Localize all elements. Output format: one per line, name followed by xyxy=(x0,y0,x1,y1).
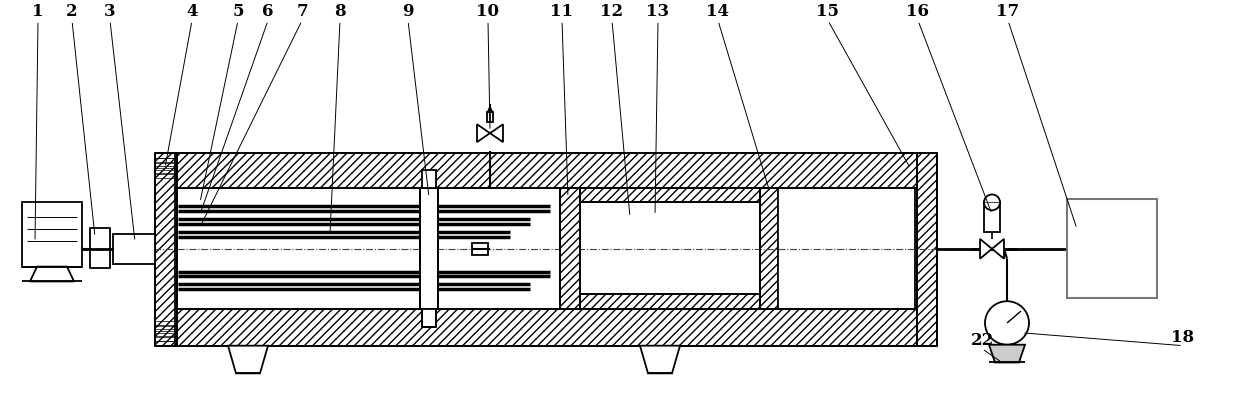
Polygon shape xyxy=(30,267,74,282)
Bar xyxy=(760,187,777,309)
Bar xyxy=(985,202,999,232)
Bar xyxy=(918,153,937,346)
Bar xyxy=(22,202,82,267)
Bar xyxy=(155,153,177,346)
Text: 8: 8 xyxy=(335,4,346,21)
Circle shape xyxy=(985,194,999,210)
Text: 12: 12 xyxy=(600,4,624,21)
Polygon shape xyxy=(992,239,1004,259)
Bar xyxy=(113,234,155,264)
Text: 22: 22 xyxy=(971,332,993,349)
Polygon shape xyxy=(477,124,490,142)
Text: 9: 9 xyxy=(402,4,414,21)
Bar xyxy=(420,187,438,309)
Polygon shape xyxy=(640,346,680,373)
Bar xyxy=(175,153,918,187)
Text: 5: 5 xyxy=(232,4,244,21)
Text: 15: 15 xyxy=(816,4,839,21)
Bar xyxy=(175,309,918,346)
Bar xyxy=(472,243,489,255)
Text: 3: 3 xyxy=(104,4,115,21)
Bar xyxy=(175,187,918,309)
Text: 17: 17 xyxy=(997,4,1019,21)
Bar xyxy=(560,187,580,309)
Text: 4: 4 xyxy=(186,4,197,21)
Text: 1: 1 xyxy=(32,4,43,21)
Polygon shape xyxy=(990,345,1025,362)
Text: 16: 16 xyxy=(906,4,930,21)
Bar xyxy=(422,309,436,327)
Circle shape xyxy=(985,301,1029,345)
Bar xyxy=(487,112,494,122)
Text: 6: 6 xyxy=(262,4,274,21)
Text: 10: 10 xyxy=(476,4,500,21)
Text: 7: 7 xyxy=(296,4,308,21)
Text: 13: 13 xyxy=(646,4,670,21)
Bar xyxy=(580,294,760,309)
Polygon shape xyxy=(490,124,503,142)
Text: 18: 18 xyxy=(1172,329,1194,346)
Bar xyxy=(91,228,110,267)
Bar xyxy=(422,170,436,187)
Bar xyxy=(580,202,760,294)
Polygon shape xyxy=(980,239,992,259)
Text: 11: 11 xyxy=(551,4,573,21)
Bar xyxy=(580,187,760,202)
Text: 2: 2 xyxy=(66,4,78,21)
Bar xyxy=(1066,200,1157,298)
Bar xyxy=(760,187,915,309)
Text: 14: 14 xyxy=(707,4,729,21)
Polygon shape xyxy=(228,346,268,373)
